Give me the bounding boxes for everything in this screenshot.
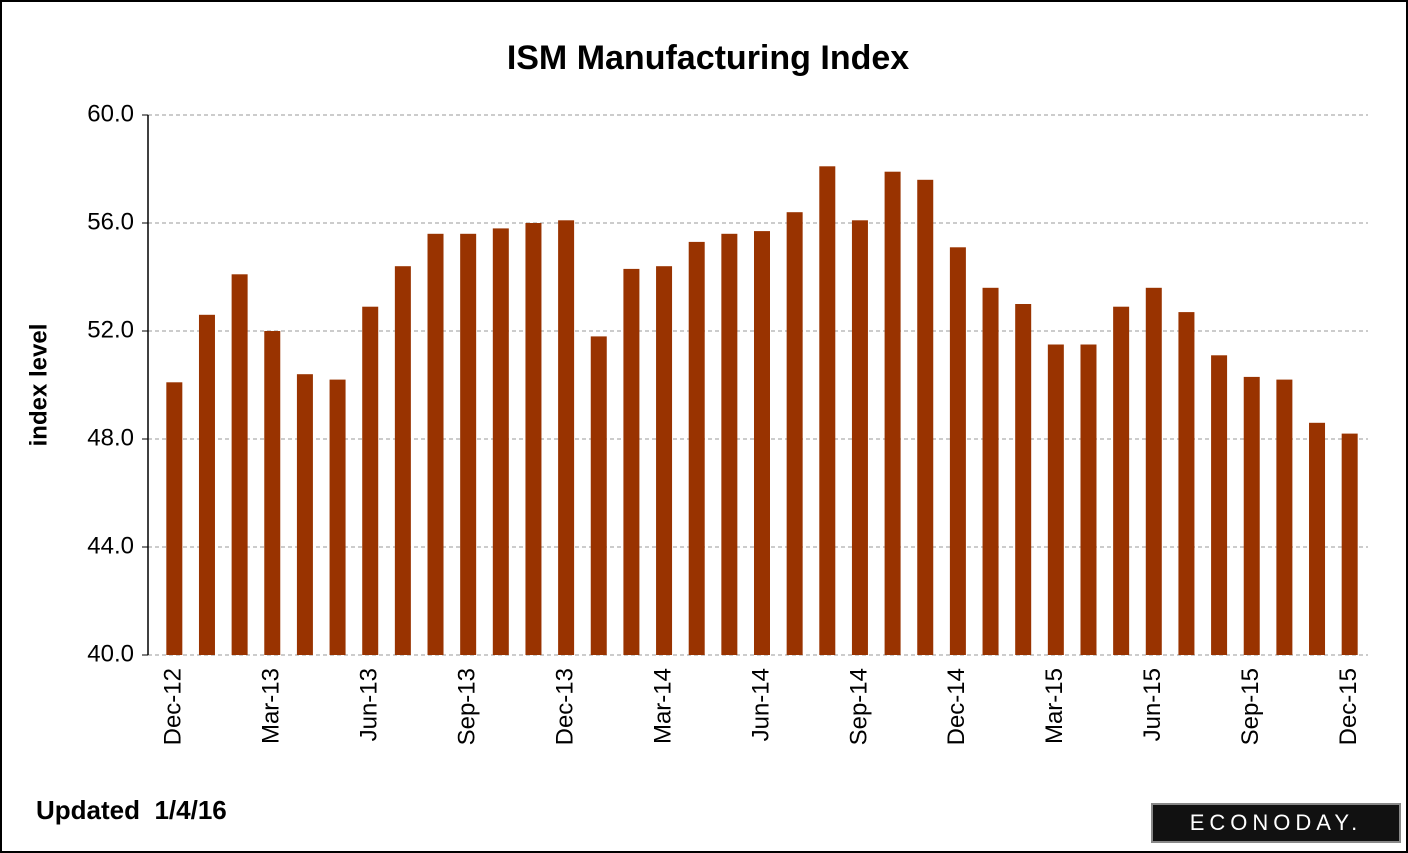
x-tick-label: Sep-14 (845, 668, 872, 745)
bar (688, 241, 705, 655)
x-tick-label: Dec-12 (160, 668, 187, 745)
bar (1080, 344, 1097, 655)
y-tick-label: 56.0 (87, 208, 134, 235)
x-tick-label: Mar-14 (649, 668, 676, 744)
bar (917, 179, 934, 656)
bar (851, 220, 868, 656)
logo: ECONODAY. (1190, 810, 1363, 835)
bar (264, 331, 281, 655)
bar (590, 336, 607, 655)
bar (492, 228, 509, 655)
bar (427, 233, 444, 656)
y-axis-label: index level (25, 324, 52, 447)
logo-box (1151, 803, 1401, 843)
bar (754, 231, 770, 655)
y-tick-label: 52.0 (87, 316, 134, 343)
x-tick-label: Dec-13 (551, 668, 578, 745)
bar (525, 223, 542, 655)
x-tick-label: Jun-13 (356, 668, 383, 741)
bar (1178, 312, 1195, 655)
bar (394, 266, 411, 655)
bar (884, 171, 901, 655)
bar (1113, 306, 1130, 655)
bar (721, 233, 738, 656)
x-tick-label: Mar-13 (258, 668, 285, 744)
x-tick-label: Sep-13 (454, 668, 481, 745)
bar (362, 306, 379, 655)
y-tick-label: 48.0 (87, 424, 134, 451)
bar (329, 379, 346, 655)
bar (623, 268, 640, 655)
bar (166, 382, 183, 655)
bar (1243, 376, 1260, 655)
footnote: Updated 1/4/16 (36, 795, 227, 825)
bar (1145, 287, 1162, 655)
bar (460, 233, 477, 656)
y-tick-label: 40.0 (87, 640, 134, 667)
x-tick-label: Sep-15 (1237, 668, 1264, 745)
bar (656, 266, 673, 655)
chart-title: ISM Manufacturing Index (507, 39, 909, 77)
bar (982, 287, 999, 655)
y-tick-label: 60.0 (87, 100, 134, 127)
bar (1341, 433, 1358, 655)
bar (231, 274, 248, 655)
bar (1309, 422, 1326, 655)
bar (1276, 379, 1293, 655)
bar (1211, 355, 1228, 655)
bar (296, 374, 313, 655)
bar (786, 212, 803, 655)
bar (949, 247, 966, 656)
x-tick-label: Mar-15 (1041, 668, 1068, 744)
bar (819, 166, 836, 656)
x-tick-label: Dec-14 (943, 668, 970, 745)
y-tick-label: 44.0 (87, 532, 134, 559)
x-tick-label: Jun-14 (747, 668, 774, 741)
bar (1015, 304, 1032, 655)
x-tick-label: Dec-15 (1335, 668, 1362, 745)
bar (558, 220, 575, 656)
bar (198, 314, 215, 655)
x-tick-label: Jun-15 (1139, 668, 1166, 741)
bar (1047, 344, 1064, 655)
